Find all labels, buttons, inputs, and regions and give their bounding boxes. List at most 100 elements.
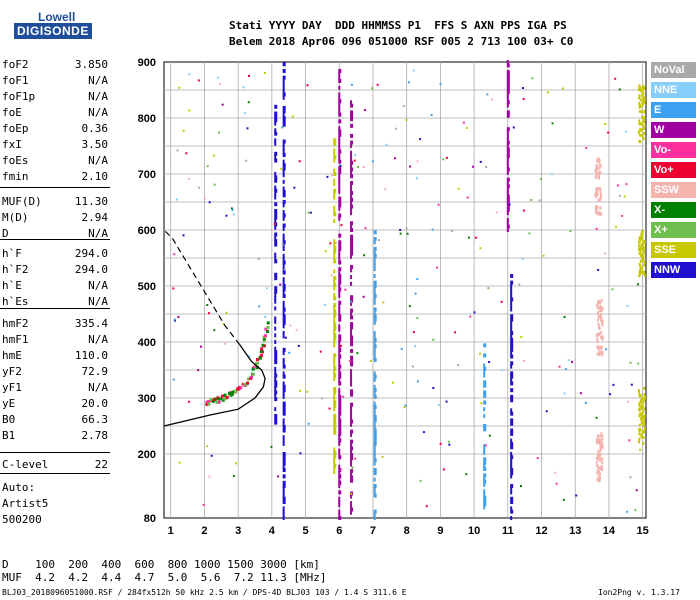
echo-point bbox=[274, 380, 278, 385]
echo-point bbox=[638, 403, 641, 407]
echo-point bbox=[282, 142, 285, 147]
echo-point bbox=[376, 83, 379, 86]
echo-point bbox=[274, 272, 278, 277]
echo-point bbox=[178, 86, 181, 89]
echo-point bbox=[333, 323, 337, 328]
echo-point bbox=[281, 126, 284, 129]
echo-point bbox=[282, 189, 286, 194]
echo-point bbox=[282, 146, 285, 151]
echo-point bbox=[338, 314, 342, 319]
param-label: h`E bbox=[2, 279, 22, 292]
echo-point bbox=[333, 329, 336, 334]
param-label: yE bbox=[2, 397, 16, 410]
echo-point bbox=[338, 250, 341, 255]
echo-point bbox=[510, 509, 514, 514]
echo-point bbox=[561, 87, 564, 90]
param-label: yF1 bbox=[2, 381, 22, 394]
echo-point bbox=[338, 381, 342, 386]
echo-point bbox=[597, 269, 600, 272]
echo-point bbox=[450, 230, 453, 233]
echo-point bbox=[282, 253, 285, 258]
y-tick-label: 900 bbox=[138, 57, 156, 69]
echo-point bbox=[598, 170, 601, 174]
echo-point bbox=[416, 278, 419, 281]
echo-point bbox=[274, 252, 277, 257]
echo-point bbox=[599, 315, 602, 319]
echo-point bbox=[333, 303, 337, 308]
echo-point bbox=[637, 88, 640, 92]
echo-point bbox=[333, 259, 337, 264]
echo-point bbox=[243, 112, 246, 115]
echo-point bbox=[274, 242, 278, 247]
echo-point bbox=[642, 254, 645, 258]
echo-point bbox=[350, 459, 353, 464]
echo-point bbox=[506, 127, 510, 132]
echo-point bbox=[245, 159, 248, 162]
echo-point bbox=[350, 207, 353, 212]
echo-point bbox=[274, 346, 277, 351]
echo-point bbox=[274, 370, 277, 375]
echo-point bbox=[333, 138, 337, 143]
echo-point bbox=[333, 413, 337, 418]
echo-point bbox=[522, 98, 525, 101]
echo-point bbox=[338, 324, 341, 329]
echo-point bbox=[350, 264, 354, 269]
echo-point bbox=[338, 290, 341, 295]
echo-point bbox=[506, 144, 509, 148]
echo-point bbox=[419, 138, 422, 141]
echo-point bbox=[350, 432, 353, 437]
echo-point bbox=[373, 477, 376, 482]
echo-point bbox=[377, 239, 380, 242]
echo-point bbox=[439, 83, 442, 86]
echo-point bbox=[282, 458, 286, 463]
echo-point bbox=[510, 506, 513, 511]
echo-point bbox=[462, 121, 465, 124]
echo-point bbox=[252, 365, 256, 369]
echo-point bbox=[187, 177, 190, 180]
echo-point bbox=[350, 301, 353, 306]
echo-point bbox=[274, 259, 278, 264]
echo-point bbox=[506, 201, 510, 206]
echo-point bbox=[340, 224, 343, 227]
separator bbox=[0, 473, 110, 474]
echo-point bbox=[338, 438, 342, 443]
echo-point bbox=[510, 304, 513, 309]
echo-point bbox=[338, 307, 341, 312]
echo-point bbox=[274, 118, 278, 123]
echo-point bbox=[206, 165, 209, 168]
echo-point bbox=[611, 288, 614, 291]
echo-point bbox=[289, 324, 292, 327]
echo-point bbox=[338, 132, 342, 137]
echo-point bbox=[350, 160, 354, 165]
footer-version: Ion2Png v. 1.3.17 bbox=[598, 588, 680, 597]
muf-row: MUF 4.2 4.2 4.4 4.7 5.0 5.6 7.2 11.3 [MH… bbox=[2, 571, 327, 584]
echo-point bbox=[550, 173, 553, 176]
echo-point bbox=[637, 244, 640, 248]
echo-point bbox=[506, 164, 509, 169]
echo-point bbox=[638, 423, 641, 427]
echo-point bbox=[274, 208, 278, 213]
echo-point bbox=[307, 211, 310, 214]
echo-point bbox=[483, 380, 487, 385]
echo-point bbox=[282, 374, 286, 379]
echo-point bbox=[338, 484, 341, 488]
echo-point bbox=[642, 422, 645, 426]
echo-point bbox=[282, 236, 285, 241]
echo-point bbox=[350, 338, 354, 343]
echo-point bbox=[338, 357, 341, 362]
echo-point bbox=[639, 417, 642, 421]
echo-point bbox=[506, 221, 509, 226]
echo-point bbox=[274, 138, 277, 143]
echo-point bbox=[641, 258, 644, 262]
echo-point bbox=[373, 452, 376, 456]
echo-point bbox=[251, 372, 255, 376]
x-tick-label: 7 bbox=[370, 525, 376, 537]
echo-point bbox=[333, 363, 336, 368]
echo-point bbox=[338, 391, 341, 396]
echo-point bbox=[333, 195, 336, 200]
echo-point bbox=[642, 239, 645, 243]
param-value: 3.50 bbox=[81, 138, 109, 151]
echo-point bbox=[510, 273, 514, 278]
echo-point bbox=[596, 478, 599, 482]
echo-point bbox=[338, 79, 342, 84]
